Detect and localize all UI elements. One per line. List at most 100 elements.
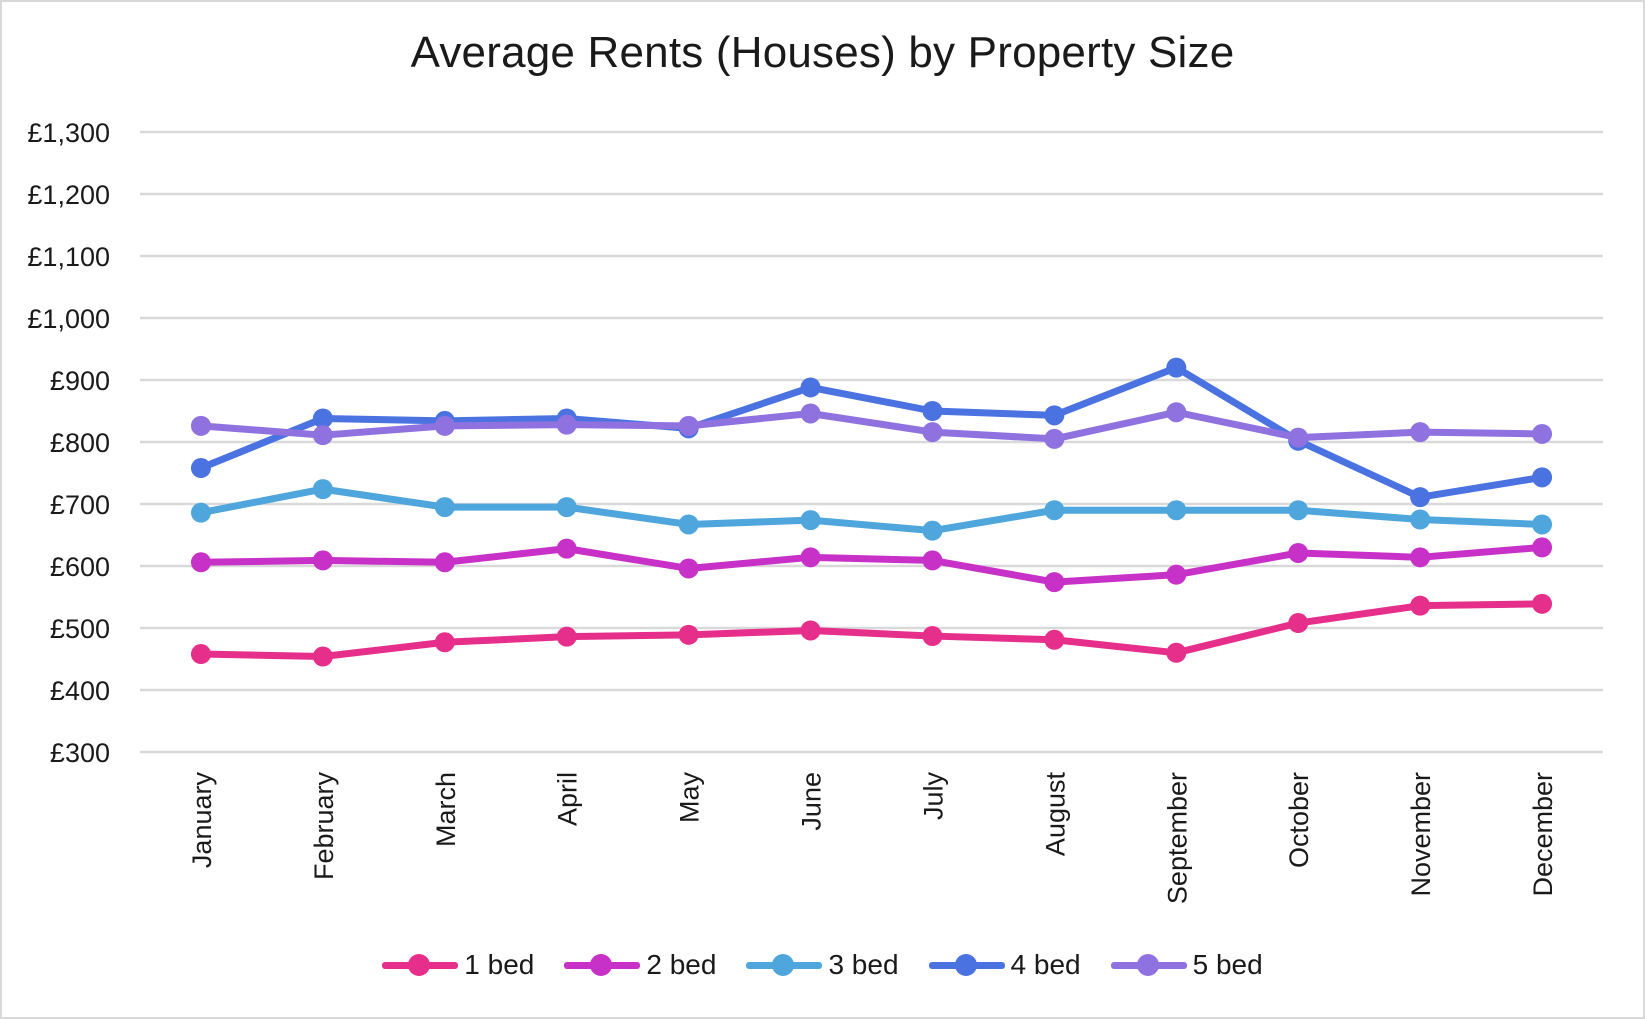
data-point [190,502,211,523]
data-point [312,425,333,446]
data-point [1410,422,1431,443]
data-point [556,497,577,518]
y-tick-label: £1,300 [27,118,110,148]
data-point [1532,537,1553,558]
data-point [434,415,455,436]
data-point [1044,405,1065,426]
data-point [1166,357,1187,378]
y-tick-label: £600 [50,552,110,582]
x-tick-label: May [675,772,705,824]
y-tick-label: £700 [50,490,110,520]
series-1 [190,593,1553,667]
series-line [197,364,1546,501]
data-point [434,497,455,518]
x-tick-label: April [553,772,583,826]
series-line [197,408,1546,443]
data-point [922,401,943,421]
data-point [1044,428,1065,449]
data-point [678,415,699,436]
data-point [800,377,821,398]
data-point [1044,629,1065,650]
x-tick-label: July [918,772,948,821]
data-point [1410,487,1431,508]
x-tick-label: September [1162,772,1192,904]
legend-swatch [746,953,823,977]
data-point [1166,402,1187,423]
y-tick-label: £400 [50,676,110,706]
legend-item: 1 bed [382,949,534,981]
data-point [312,646,333,667]
data-point [190,415,211,436]
legend-swatch [1110,953,1187,977]
data-point [1288,500,1309,521]
legend-label: 4 bed [1010,949,1081,980]
legend-label: 1 bed [464,949,535,980]
data-point [1166,564,1187,585]
legend-item: 2 bed [564,949,716,981]
data-point [1288,542,1309,563]
data-point [922,520,943,541]
chart-title: Average Rents (Houses) by Property Size [410,28,1235,77]
x-tick-label: June [797,772,827,831]
series-line [197,543,1546,586]
data-point [190,458,211,479]
legend-label: 2 bed [646,949,717,980]
data-point [1532,514,1553,535]
data-point [1410,547,1431,568]
data-point [800,547,821,568]
legend-swatch [928,953,1005,977]
x-tick-label: February [309,772,339,881]
series-2 [190,537,1553,593]
series-group [190,357,1553,667]
data-point [800,620,821,641]
legend-swatch [564,953,641,977]
data-point [922,550,943,571]
data-point [312,550,333,571]
data-point [1532,423,1553,444]
data-point [1288,613,1309,634]
data-point [1166,642,1187,663]
data-point [312,479,333,500]
legend: 1 bed 2 bed 3 bed 4 bed 5 bed [0,940,1645,990]
x-tick-label: August [1040,772,1070,857]
x-tick-label: January [187,772,217,869]
y-tick-label: £800 [50,428,110,458]
data-point [1288,427,1309,448]
data-point [1044,572,1065,593]
data-point [800,510,821,531]
data-point [556,626,577,647]
data-point [678,624,699,645]
legend-item: 4 bed [928,949,1081,981]
legend-label: 3 bed [828,949,899,980]
data-point [922,422,943,443]
y-tick-label: £1,100 [27,242,110,272]
legend-item: 3 bed [746,949,899,981]
legend-swatch [382,953,459,977]
data-point [434,552,455,573]
x-axis-ticks: January February March April May June July Augu… [187,772,1558,905]
legend-label: 5 bed [1192,949,1263,980]
data-point [556,538,577,559]
y-tick-label: £900 [50,366,110,396]
x-tick-label: March [431,772,461,847]
y-tick-label: £500 [50,614,110,644]
data-point [678,558,699,579]
data-point [1410,595,1431,616]
series-line [197,485,1546,535]
data-point [434,632,455,653]
series-5 [190,402,1553,449]
data-point [556,414,577,435]
x-tick-label: November [1406,772,1436,897]
series-3 [190,479,1553,541]
data-point [190,552,211,573]
gridlines [140,130,1603,754]
series-line [197,600,1546,661]
data-point [1532,467,1553,488]
data-point [312,408,333,429]
data-point [1410,509,1431,530]
y-tick-label: £1,200 [27,180,110,210]
data-point [1166,500,1187,521]
data-point [800,403,821,424]
